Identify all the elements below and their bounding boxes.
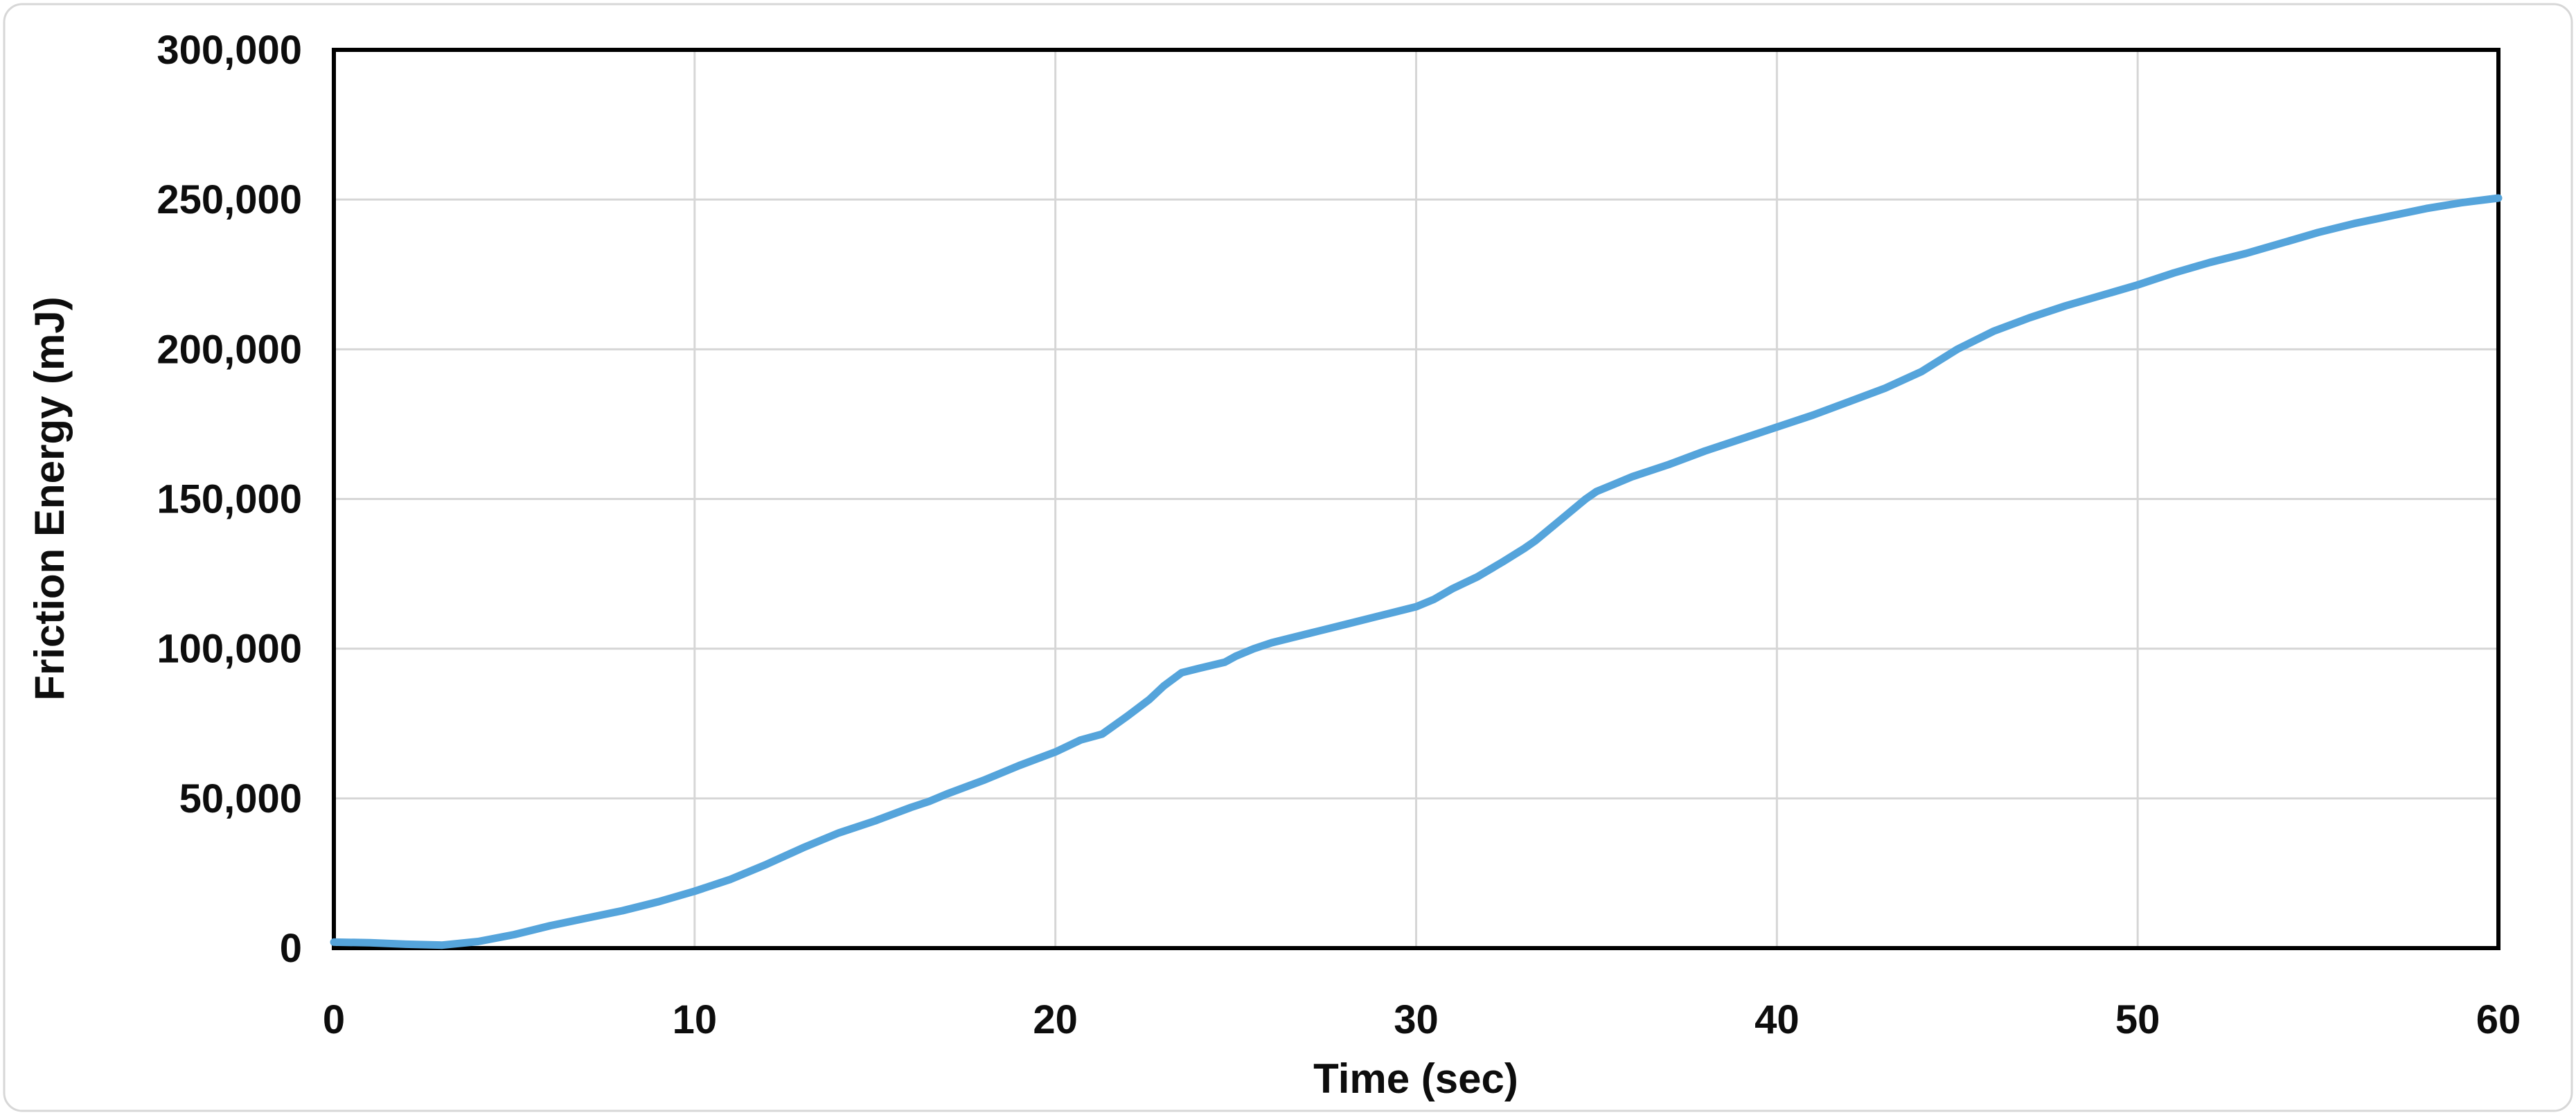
y-tick-label: 0 [280,926,302,971]
gridlines [334,50,2498,948]
plot-border [332,48,2501,950]
x-tick-label: 0 [323,997,345,1042]
y-tick-label: 300,000 [157,28,302,73]
y-tick-labels: 0 50,000 100,000 150,000 200,000 250,000 300,0… [157,28,302,971]
chart-outer-border [3,3,2573,1112]
y-tick-label: 50,000 [179,776,302,821]
y-tick-label: 250,000 [157,177,302,222]
x-tick-label: 60 [2476,997,2521,1042]
x-axis-title: Time (sec) [1313,1055,1518,1102]
y-tick-label: 100,000 [157,627,302,672]
y-tick-label: 150,000 [157,477,302,522]
x-tick-label: 30 [1394,997,1439,1042]
x-tick-label: 10 [673,997,718,1042]
series-group [330,194,2503,949]
y-axis-title: Friction Energy (mJ) [26,296,73,700]
y-tick-label: 200,000 [157,327,302,372]
x-tick-label: 50 [2115,997,2160,1042]
x-tick-labels: 0 10 20 30 40 50 60 [323,997,2521,1042]
x-tick-label: 40 [1755,997,1800,1042]
friction-energy-line [330,194,2503,949]
x-tick-label: 20 [1033,997,1078,1042]
